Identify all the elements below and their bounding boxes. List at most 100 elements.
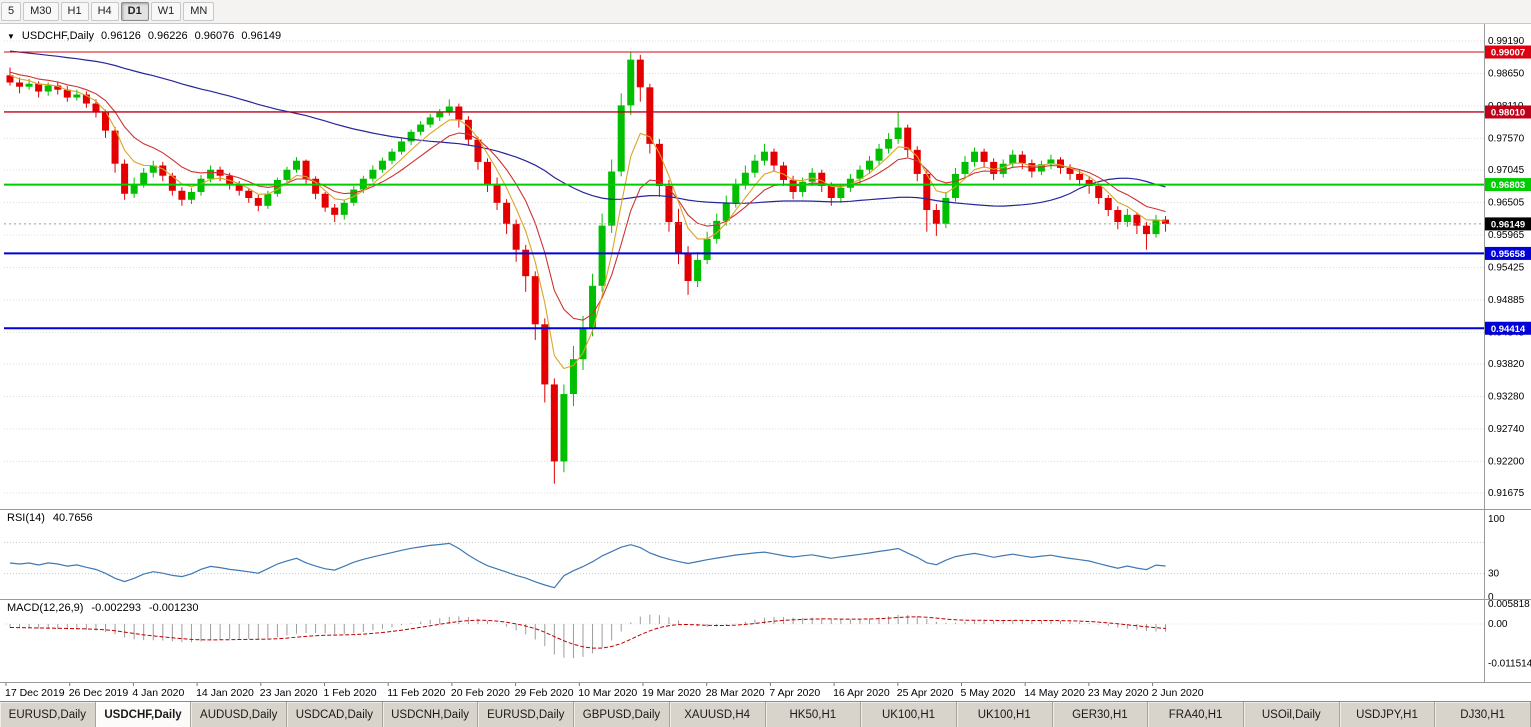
symbol-tab-uk100-h1[interactable]: UK100,H1 (861, 702, 957, 727)
candle-body (980, 151, 988, 162)
candle-body (484, 161, 491, 185)
candle-body (598, 225, 606, 286)
symbol-tab-usdchf-daily[interactable]: USDCHF,Daily (95, 702, 192, 727)
timeframe-button-5[interactable]: 5 (1, 2, 22, 21)
level-0.98010-badge-label: 0.98010 (1491, 107, 1525, 118)
timeframe-button-h1[interactable]: H1 (60, 2, 89, 21)
candle-body (207, 169, 215, 179)
candle-body (455, 106, 463, 120)
symbol-tab-fra40-h1[interactable]: FRA40,H1 (1148, 702, 1244, 727)
candle-body (187, 191, 195, 200)
pane-separators (0, 24, 1531, 683)
candle-body (1057, 159, 1064, 168)
candle-body (942, 197, 950, 224)
price-scale-label: 0.91675 (1488, 488, 1525, 499)
timeframe-button-mn[interactable]: MN (183, 2, 215, 21)
candle-body (1114, 210, 1122, 223)
candle-body (713, 220, 721, 239)
timeframe-button-d1[interactable]: D1 (120, 2, 149, 21)
symbol-tab-usoil-daily[interactable]: USOil,Daily (1244, 702, 1340, 727)
candle-body (684, 253, 692, 281)
date-label: 20 Feb 2020 (451, 687, 510, 699)
date-label: 4 Jan 2020 (132, 687, 184, 699)
timeframe-button-w1[interactable]: W1 (150, 2, 182, 21)
price-scale-label: 0.95425 (1488, 262, 1525, 273)
symbol-tab-usdjpy-h1[interactable]: USDJPY,H1 (1340, 702, 1436, 727)
price-scale[interactable]: 0.991900.986500.981100.975700.970450.965… (1485, 36, 1531, 499)
candle-body (178, 190, 186, 200)
candle-body (436, 112, 444, 118)
chart-dropdown-icon[interactable]: ▼ (7, 31, 15, 41)
candle-body (1123, 214, 1131, 223)
candle-body (923, 173, 931, 211)
candle-body (732, 184, 740, 203)
date-label: 19 Mar 2020 (642, 687, 701, 699)
rsi-pane: 100 30 0 (4, 514, 1505, 603)
candle-body (102, 112, 109, 131)
timeframe-button-h4[interactable]: H4 (90, 2, 119, 21)
candle-body (168, 175, 176, 191)
symbol-tab-gbpusd-daily[interactable]: GBPUSD,Daily (574, 702, 670, 727)
candle-body (331, 207, 339, 215)
macd-pane: 0.005818 0.00 -0.011514 (4, 599, 1531, 670)
candle-body (550, 384, 558, 462)
candle-body (932, 210, 940, 224)
candle-body (82, 94, 90, 104)
candle-body (245, 190, 253, 198)
date-label: 17 Dec 2019 (5, 687, 65, 699)
candle-body (1095, 185, 1103, 198)
candle-body (1018, 154, 1026, 164)
candle-body (503, 202, 511, 224)
candle-body (16, 82, 24, 87)
symbol-tab-usdcad-daily[interactable]: USDCAD,Daily (287, 702, 383, 727)
symbol-tab-hk50-h1[interactable]: HK50,H1 (766, 702, 862, 727)
timeframe-button-m30[interactable]: M30 (23, 2, 59, 21)
symbol-tab-uk100-h1[interactable]: UK100,H1 (957, 702, 1053, 727)
candle-body (866, 160, 873, 170)
candle-body (589, 285, 597, 328)
candle-body (1047, 159, 1055, 165)
candle-body (35, 83, 43, 92)
candle-body (1133, 214, 1141, 226)
candle-body (665, 185, 673, 223)
candle-body (111, 130, 119, 164)
date-axis[interactable]: 17 Dec 2019 26 Dec 2019 4 Jan 2020 14 Jan 2… (5, 683, 1204, 699)
price-scale-label: 0.97570 (1488, 133, 1525, 144)
symbol-tab-dj30-h1[interactable]: DJ30,H1 (1435, 702, 1531, 727)
macd-scale-label: -0.011514 (1488, 659, 1531, 670)
rsi-indicator-header: RSI(14) 40.7656 (7, 512, 93, 524)
candle-body (149, 165, 157, 173)
date-label: 1 Feb 2020 (324, 687, 377, 699)
price-scale-label: 0.97045 (1488, 165, 1525, 176)
level-0.99007-badge (1485, 45, 1531, 59)
candle-body (541, 324, 549, 385)
price-scale-label: 0.93820 (1488, 359, 1525, 370)
candle-body (445, 106, 453, 113)
candle-body (579, 327, 587, 360)
level-0.96803-badge (1485, 178, 1531, 192)
price-scale-label: 0.96505 (1488, 197, 1525, 208)
date-label: 29 Feb 2020 (515, 687, 574, 699)
candle-body (522, 249, 530, 277)
moving-averages-layer (9, 50, 1166, 370)
candle-body (312, 178, 320, 194)
macd-label: MACD(12,26,9) (7, 602, 84, 614)
date-label: 25 Apr 2020 (897, 687, 954, 699)
symbol-tab-eurusd-daily[interactable]: EURUSD,Daily (0, 702, 96, 727)
symbol-tab-xauusd-h4[interactable]: XAUUSD,H4 (670, 702, 766, 727)
candle-body (54, 85, 62, 90)
chart-open-value: 0.96126 (101, 30, 141, 42)
candle-body (913, 149, 921, 174)
symbol-tab-ger30-h1[interactable]: GER30,H1 (1053, 702, 1149, 727)
date-label: 11 Feb 2020 (387, 687, 445, 699)
symbol-tab-eurusd-daily[interactable]: EURUSD,Daily (478, 702, 575, 727)
candle-body (398, 141, 406, 152)
level-0.95658-badge-label: 0.95658 (1491, 249, 1525, 260)
candle-body (894, 127, 902, 140)
symbol-tabbar: EURUSD,Daily USDCHF,Daily AUDUSD,Daily USDC… (0, 701, 1531, 727)
chart-low-value: 0.96076 (194, 30, 235, 42)
symbol-tab-audusd-daily[interactable]: AUDUSD,Daily (191, 702, 288, 727)
symbol-tab-usdcnh-daily[interactable]: USDCNH,Daily (383, 702, 479, 727)
candle-body (512, 223, 520, 250)
